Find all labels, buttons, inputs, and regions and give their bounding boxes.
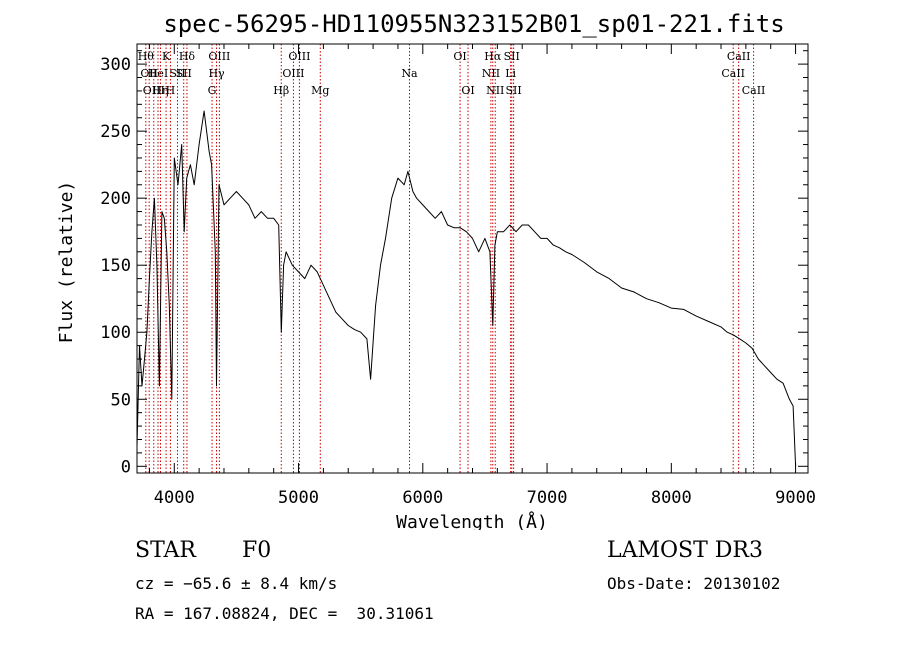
line-label: SII [169, 67, 185, 80]
line-label: Mg [311, 84, 329, 97]
line-label: CaII [742, 84, 766, 97]
line-label: Hθ [138, 50, 155, 63]
x-tick-label: 8000 [651, 488, 692, 508]
line-label: SII [504, 50, 520, 63]
survey-name: LAMOST DR3 [607, 538, 763, 563]
line-label: NII [482, 67, 500, 80]
spectral-line-labels: HθOIIOIIIHeIHηKHSIIHδSIIGHγOIIIHβOIIIOII… [138, 50, 766, 97]
line-label: Na [401, 67, 418, 80]
spectral-line-markers [145, 44, 755, 473]
x-axis-ticks: 4000 5000 6000 7000 8000 9000 [148, 44, 816, 508]
y-tick-label: 200 [100, 189, 131, 209]
line-label: Hβ [273, 84, 289, 97]
object-type: STAR [135, 538, 196, 563]
obs-date-text: Obs-Date: 20130102 [607, 574, 781, 593]
y-tick-label: 50 [111, 390, 131, 410]
line-label: HeI [148, 67, 168, 80]
x-tick-label: 9000 [775, 488, 816, 508]
coordinates-text: RA = 167.08824, DEC = 30.31061 [135, 604, 434, 623]
x-tick-label: 4000 [154, 488, 195, 508]
line-label: Hδ [179, 50, 196, 63]
line-label: SII [506, 84, 522, 97]
spectrum-line [136, 110, 797, 467]
line-label: Li [505, 67, 516, 80]
line-label: NII [486, 84, 504, 97]
line-label: OIII [288, 50, 310, 63]
line-label: Hγ [208, 67, 225, 80]
line-label: OIII [208, 50, 230, 63]
y-tick-label: 100 [100, 323, 131, 343]
line-label: OIII [143, 84, 165, 97]
spectral-type: F0 [242, 538, 272, 563]
line-label: K [162, 50, 171, 63]
y-tick-label: 0 [121, 457, 131, 477]
line-label: OI [461, 84, 474, 97]
line-label: G [208, 84, 217, 97]
spectrum-chart: spec-56295-HD110955N323152B01_sp01-221.f… [56, 10, 816, 530]
chart-title: spec-56295-HD110955N323152B01_sp01-221.f… [163, 10, 784, 38]
x-tick-label: 5000 [278, 488, 319, 508]
line-label: SII [176, 67, 192, 80]
line-label: Hα [484, 50, 502, 63]
y-tick-label: 300 [100, 55, 131, 75]
line-label: H [166, 84, 176, 97]
line-label: Hη [152, 84, 168, 97]
velocity-text: cz = −65.6 ± 8.4 km/s [135, 574, 338, 593]
line-label: OIII [282, 67, 304, 80]
line-label: CaII [721, 67, 745, 80]
y-axis-label: Flux (relative) [56, 181, 77, 344]
line-label: CaII [727, 50, 751, 63]
y-tick-label: 150 [100, 256, 131, 276]
line-label: OI [453, 50, 466, 63]
plot-frame [136, 43, 809, 474]
y-tick-label: 250 [100, 122, 131, 142]
y-axis-ticks: 0 50 100 150 200 250 300 [100, 50, 808, 477]
x-tick-label: 7000 [527, 488, 568, 508]
x-tick-label: 6000 [402, 488, 443, 508]
x-axis-label: Wavelength (Å) [396, 511, 548, 530]
line-label: OII [140, 67, 158, 80]
